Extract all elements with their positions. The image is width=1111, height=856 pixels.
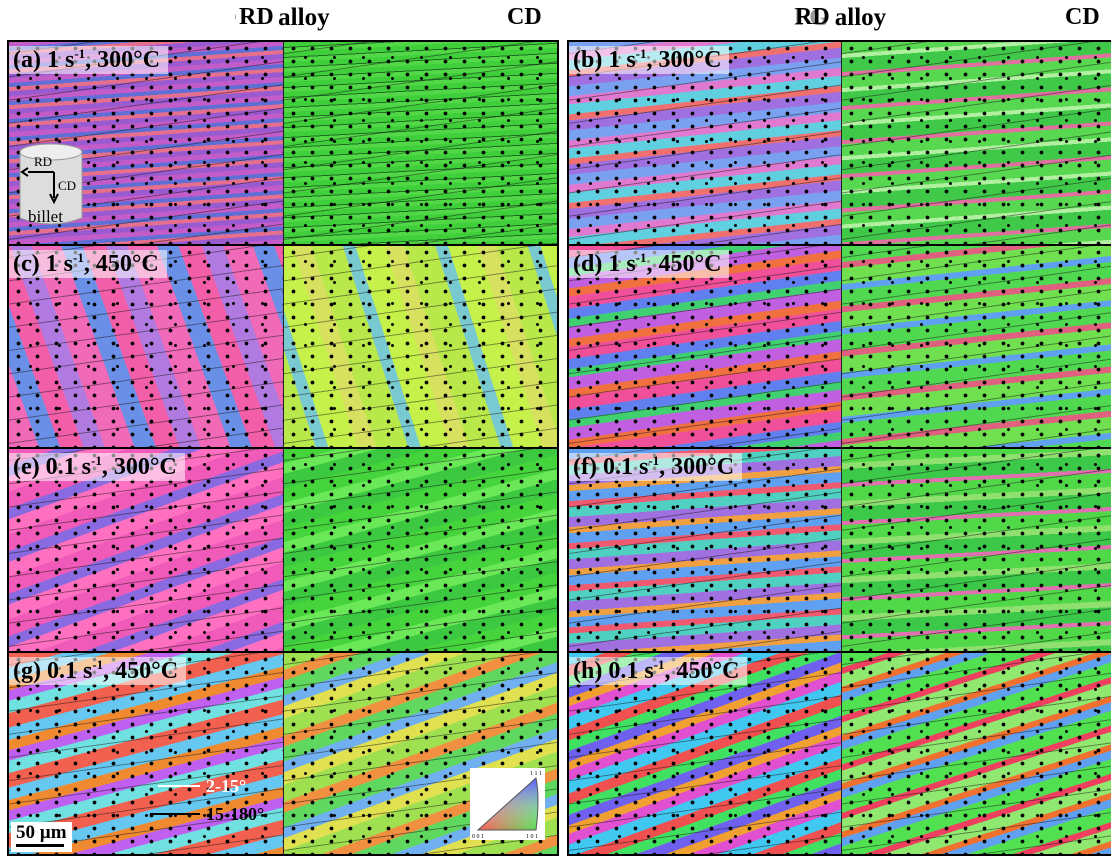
panel-label-rest: , 300°C: [647, 47, 722, 73]
panel-label: (h) 0.1 s-1, 450°C: [569, 657, 747, 685]
panel-row: (c) 1 s-1, 450°C: [9, 246, 557, 450]
rd-label: RD: [236, 4, 277, 31]
ipf-right: 1 0 1: [526, 834, 538, 840]
grain-boundaries: [842, 449, 1111, 651]
panel-label-text: (f) 0.1 s: [573, 454, 648, 480]
panel-label-sup: -1: [73, 250, 84, 265]
billet-schematic: RD CD billet: [16, 140, 96, 235]
panel-label-text: (b) 1 s: [573, 47, 636, 73]
cd-map: [283, 449, 558, 651]
grain-boundaries: [284, 449, 558, 651]
panel-label-text: (a) 1 s: [13, 47, 74, 73]
panel-label: (e) 0.1 s-1, 300°C: [9, 453, 185, 481]
panel-label: (a) 1 s-1, 300°C: [9, 46, 168, 74]
panel-label-text: (d) 1 s: [573, 251, 636, 277]
grain-boundaries: [284, 42, 558, 244]
ipf-top: 1 1 1: [530, 771, 542, 777]
panel-label-rest: , 300°C: [102, 454, 177, 480]
figure: CG alloy FG alloy (a) 1 s-1, 300°C(c) 1 …: [0, 0, 1111, 856]
panel-label-text: (g) 0.1 s: [13, 658, 92, 684]
panel-row: (e) 0.1 s-1, 300°C: [9, 449, 557, 653]
boundary-legend: 2-15° 15-180°: [150, 772, 285, 832]
panel-label-sup: -1: [74, 46, 85, 61]
panel-label-text: (c) 1 s: [13, 251, 73, 277]
panel-label: (g) 0.1 s-1, 450°C: [9, 657, 186, 685]
cd-map: [283, 42, 558, 244]
panel-label: (c) 1 s-1, 450°C: [9, 250, 167, 278]
ipf-left: 0 0 1: [472, 834, 484, 840]
panel-label-rest: , 450°C: [103, 658, 178, 684]
cd-label: CD: [1062, 4, 1103, 31]
panel-row: (b) 1 s-1, 300°C: [569, 42, 1111, 246]
cd-map: [841, 653, 1111, 855]
panel-label-sup: -1: [92, 657, 103, 672]
low-angle-label: 2-15°: [206, 776, 246, 796]
column-title: FG alloy: [690, 4, 990, 32]
panel-label-sup: -1: [636, 46, 647, 61]
panel-row: (h) 0.1 s-1, 450°C: [569, 653, 1111, 855]
panel-label-sup: -1: [636, 250, 647, 265]
panel-label-rest: , 450°C: [84, 251, 159, 277]
grain-boundaries: [284, 246, 558, 448]
panel-label: (d) 1 s-1, 450°C: [569, 250, 729, 278]
panel-label-rest: , 450°C: [647, 251, 722, 277]
panel-label-rest: , 300°C: [85, 47, 160, 73]
column-title: CG alloy: [132, 4, 432, 32]
panel-label-text: (e) 0.1 s: [13, 454, 91, 480]
grain-boundaries: [842, 42, 1111, 244]
panel-label-rest: , 300°C: [659, 454, 734, 480]
scale-bar: 50 µm: [11, 822, 72, 852]
cd-map: [841, 246, 1111, 448]
grain-boundaries: [842, 653, 1111, 855]
panel-label: (f) 0.1 s-1, 300°C: [569, 453, 742, 481]
billet-rd: RD: [34, 154, 52, 169]
grain-boundaries: [842, 246, 1111, 448]
cd-label: CD: [504, 4, 545, 31]
cd-map: [283, 246, 558, 448]
panel-label-rest: , 450°C: [665, 658, 740, 684]
billet-cd: CD: [58, 178, 76, 193]
panel-label-sup: -1: [648, 453, 659, 468]
high-angle-label: 15-180°: [206, 804, 264, 824]
panel-label-text: (h) 0.1 s: [573, 658, 654, 684]
billet-label: billet: [28, 207, 63, 226]
panel-row: (d) 1 s-1, 450°C: [569, 246, 1111, 450]
cd-map: [841, 42, 1111, 244]
scale-line: [16, 844, 64, 847]
panel-label-sup: -1: [91, 453, 102, 468]
panel-label: (b) 1 s-1, 300°C: [569, 46, 729, 74]
scale-label: 50 µm: [16, 822, 67, 844]
fg-maps: (b) 1 s-1, 300°C(d) 1 s-1, 450°C(f) 0.1 …: [567, 40, 1111, 856]
panel-label-sup: -1: [654, 657, 665, 672]
panel-row: (f) 0.1 s-1, 300°C: [569, 449, 1111, 653]
ipf-key: 1 1 1 0 0 1 1 0 1: [470, 768, 545, 840]
cd-map: [841, 449, 1111, 651]
rd-label: RD: [792, 4, 833, 31]
